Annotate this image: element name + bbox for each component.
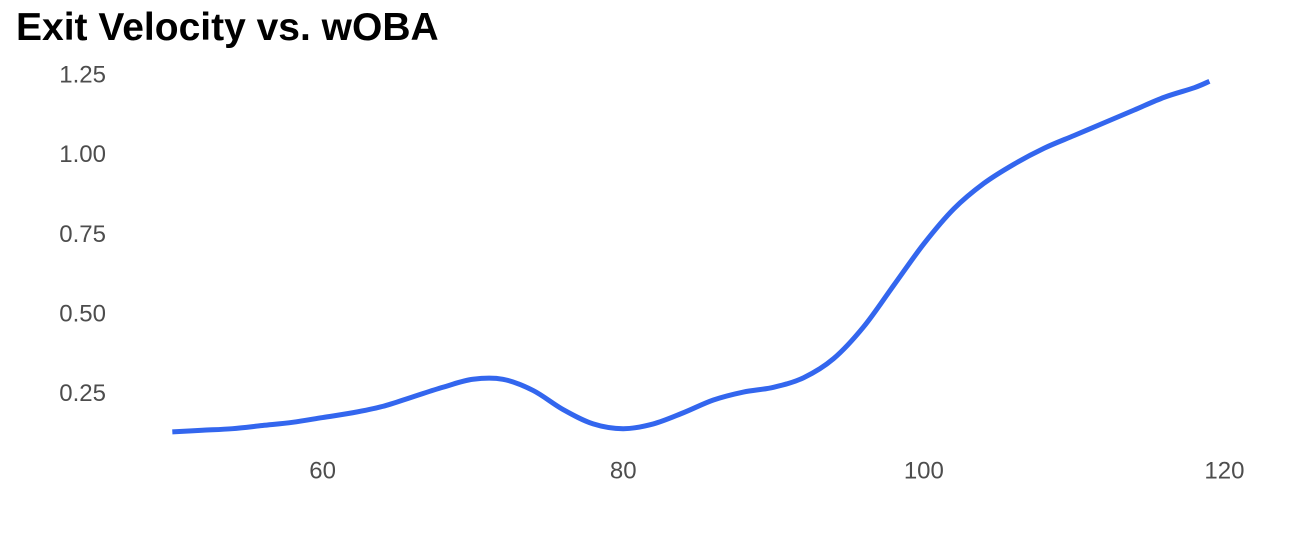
y-tick-label: 1.25 [59, 61, 106, 88]
y-axis-ticks: 0.25 0.50 0.75 1.00 1.25 [59, 61, 106, 407]
x-tick-label: 100 [904, 458, 944, 485]
series-layer [172, 79, 1211, 435]
x-axis-ticks: 60 80 100 120 [309, 458, 1244, 485]
x-tick-label: 80 [610, 458, 637, 485]
chart-title: Exit Velocity vs. wOBA [16, 6, 439, 49]
y-tick-label: 0.25 [59, 380, 106, 407]
series-line [172, 79, 1211, 435]
x-tick-label: 60 [309, 458, 336, 485]
x-tick-label: 120 [1204, 458, 1244, 485]
y-tick-label: 0.75 [59, 221, 106, 248]
y-tick-label: 0.50 [59, 300, 106, 327]
y-tick-label: 1.00 [59, 141, 106, 168]
